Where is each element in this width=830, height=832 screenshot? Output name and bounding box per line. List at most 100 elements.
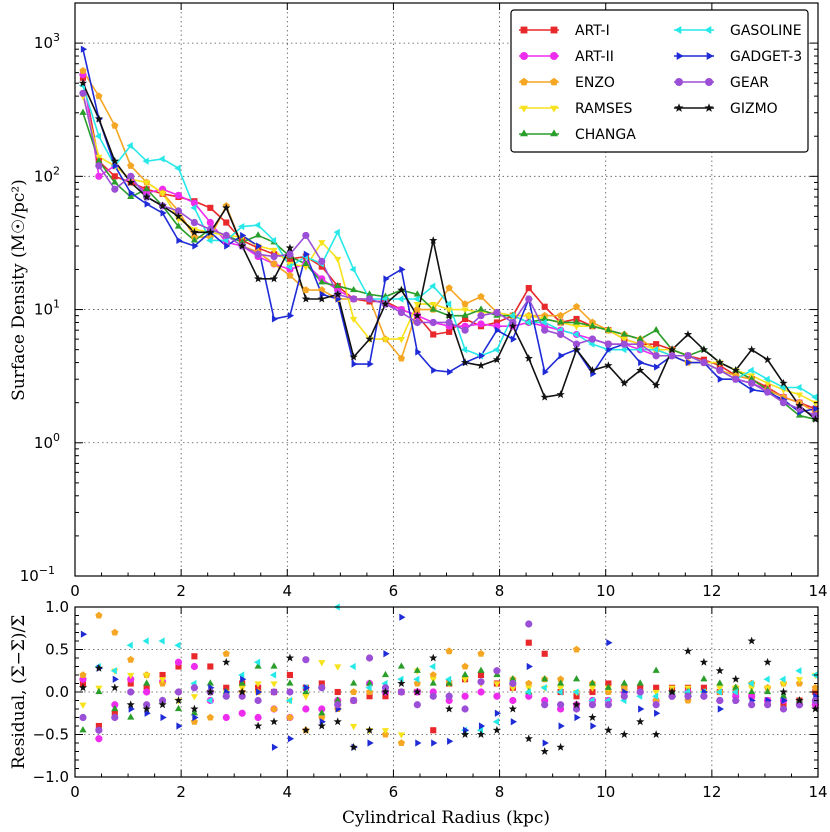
residual-point-gizmo xyxy=(285,653,295,662)
point-gear xyxy=(763,388,772,396)
residual-point-gadget-3 xyxy=(303,684,310,692)
residual-point-enzo xyxy=(525,679,533,687)
point-gizmo xyxy=(397,285,406,294)
residual-point-changa xyxy=(381,670,390,678)
residual-point-gizmo xyxy=(269,717,279,726)
residual-point-changa xyxy=(174,704,183,712)
residual-point-gasoline xyxy=(349,662,356,671)
point-gadget-3 xyxy=(256,242,263,250)
residual-point-gizmo xyxy=(620,730,629,738)
point-gasoline xyxy=(572,330,579,339)
residual-point-gear xyxy=(413,701,421,709)
residual-point-changa xyxy=(334,696,342,703)
residual-point-gear xyxy=(732,696,740,705)
residual-point-gadget-3 xyxy=(447,737,454,745)
point-gadget-3 xyxy=(80,45,88,53)
residual-point-art-i xyxy=(477,671,485,679)
point-gadget-3 xyxy=(606,346,613,354)
point-gear xyxy=(413,318,421,327)
point-gizmo xyxy=(445,311,454,320)
point-gasoline xyxy=(94,132,101,140)
point-art-i xyxy=(493,319,500,326)
residual-panel: 0 2 4 6 8 10 12 14 −1.0 −0.5 0.0 0.5 1.0 Residual, … xyxy=(9,598,828,828)
top-ylabel: Surface Density (M☉/pc²) xyxy=(9,179,29,401)
point-gadget-3 xyxy=(383,275,390,283)
residual-point-enzo xyxy=(557,675,565,683)
residual-point-gadget-3 xyxy=(271,743,279,751)
residual-point-art-i xyxy=(589,688,596,696)
top-xtick-label: 6 xyxy=(389,582,399,600)
residual-point-art-i xyxy=(366,693,373,700)
point-gizmo xyxy=(174,212,183,220)
point-gizmo xyxy=(652,380,661,389)
residual-point-changa xyxy=(286,679,294,686)
xlabel: Cylindrical Radius (kpc) xyxy=(342,808,550,828)
residual-point-gizmo xyxy=(365,725,374,734)
residual-point-gasoline xyxy=(795,667,802,675)
point-gizmo xyxy=(142,192,151,201)
top-xtick-label: 0 xyxy=(70,582,80,600)
point-gear xyxy=(668,352,676,360)
point-gear xyxy=(111,185,119,193)
residual-point-enzo xyxy=(572,645,581,653)
residual-point-art-ii xyxy=(127,675,135,683)
point-gasoline xyxy=(158,155,165,163)
residual-point-gadget-3 xyxy=(256,688,263,696)
point-gadget-3 xyxy=(510,335,517,343)
residual-point-gizmo xyxy=(126,700,135,709)
point-gasoline xyxy=(285,263,293,271)
residual-point-gizmo xyxy=(715,666,724,675)
legend-marker-ramses xyxy=(550,105,558,113)
residual-point-art-i xyxy=(318,680,325,687)
residual-point-gasoline xyxy=(779,675,786,683)
residual-point-art-i xyxy=(191,653,198,660)
point-changa xyxy=(557,318,565,325)
point-gizmo xyxy=(667,345,677,354)
legend-marker-gear xyxy=(705,78,713,86)
point-art-i xyxy=(223,219,230,226)
point-gadget-3 xyxy=(271,315,279,323)
residual-point-gasoline xyxy=(445,675,452,683)
point-gizmo xyxy=(636,365,645,374)
residual-point-gasoline xyxy=(556,688,563,696)
point-gasoline xyxy=(429,282,436,290)
residual-point-changa xyxy=(79,726,87,733)
legend-marker-gizmo xyxy=(674,103,684,112)
residual-point-gizmo xyxy=(301,725,310,734)
point-changa xyxy=(748,375,756,382)
point-changa xyxy=(588,322,597,329)
point-gizmo xyxy=(301,294,310,303)
point-art-i xyxy=(541,303,548,310)
point-gear xyxy=(95,162,103,170)
point-gear xyxy=(477,312,485,320)
point-gadget-3 xyxy=(144,200,151,208)
residual-point-art-i xyxy=(525,639,532,646)
residual-point-enzo xyxy=(127,655,135,663)
point-gizmo xyxy=(556,390,565,399)
point-gizmo xyxy=(747,345,756,354)
residual-point-art-i xyxy=(637,684,644,691)
point-art-i xyxy=(318,263,325,270)
legend-label-gizmo: GIZMO xyxy=(730,101,778,117)
residual-point-changa xyxy=(111,704,119,712)
residual-point-gadget-3 xyxy=(478,722,486,730)
residual-point-gizmo xyxy=(381,687,390,696)
point-gadget-3 xyxy=(240,231,247,240)
residual-point-gear xyxy=(222,692,230,700)
residual-point-ramses xyxy=(397,732,405,739)
point-gear xyxy=(222,231,230,240)
point-gizmo xyxy=(699,345,708,354)
residual-point-gear xyxy=(95,726,103,734)
residual-point-gadget-3 xyxy=(654,709,661,717)
point-gasoline xyxy=(126,142,133,150)
top-ytick-exponent: 3 xyxy=(53,31,60,44)
residual-point-gear xyxy=(763,701,772,709)
point-ramses xyxy=(158,190,167,198)
residual-point-gasoline xyxy=(365,684,372,692)
legend-marker-gear xyxy=(675,78,683,86)
point-gadget-3 xyxy=(542,368,549,376)
point-gear xyxy=(652,352,660,360)
residual-point-art-ii xyxy=(111,701,119,709)
residual-point-gadget-3 xyxy=(287,735,295,743)
